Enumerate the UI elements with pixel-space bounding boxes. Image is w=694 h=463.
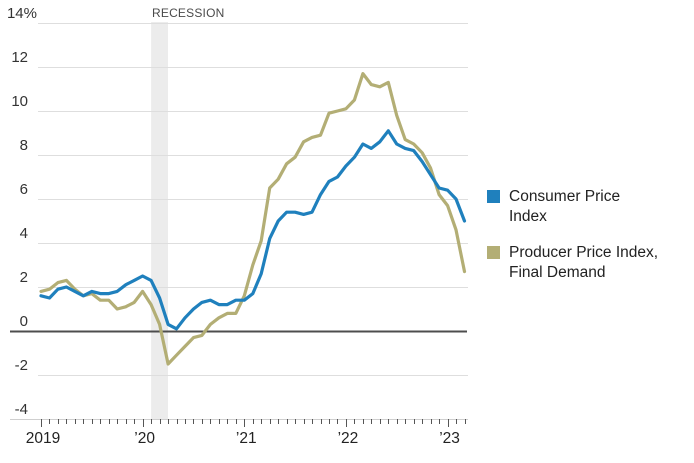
recession-label: RECESSION (152, 6, 225, 20)
axis-label: -4 (15, 401, 28, 418)
ppi-line (39, 71, 467, 366)
cpi-legend-label: Consumer Price Index (509, 188, 621, 225)
axis-label: ’21 (236, 430, 257, 447)
axis-label: ’23 (439, 430, 460, 447)
axis-label: 6 (20, 181, 28, 198)
axis-label: -2 (15, 357, 28, 374)
axis-label: ’20 (134, 430, 155, 447)
legend-item-ppi: Producer Price Index, Final Demand (487, 243, 689, 283)
axis-label: 0 (20, 313, 28, 330)
recession-band (151, 22, 168, 419)
ppi-swatch-icon (487, 246, 500, 259)
axis-label: 2 (20, 269, 28, 286)
axis-label: 14% (7, 5, 37, 22)
axis-label: 4 (20, 225, 28, 242)
axis-label: 10 (11, 93, 28, 110)
axis-label: ’22 (338, 430, 359, 447)
cpi-swatch-icon (487, 190, 500, 203)
ppi-legend-label: Producer Price Index, Final Demand (509, 244, 659, 281)
axis-label: 12 (11, 49, 28, 66)
cpi-line (39, 129, 467, 331)
legend: Consumer Price Index Producer Price Inde… (487, 187, 689, 283)
axis-label: 2019 (26, 430, 60, 447)
legend-item-cpi: Consumer Price Index (487, 187, 689, 227)
axis-label: 8 (20, 137, 28, 154)
